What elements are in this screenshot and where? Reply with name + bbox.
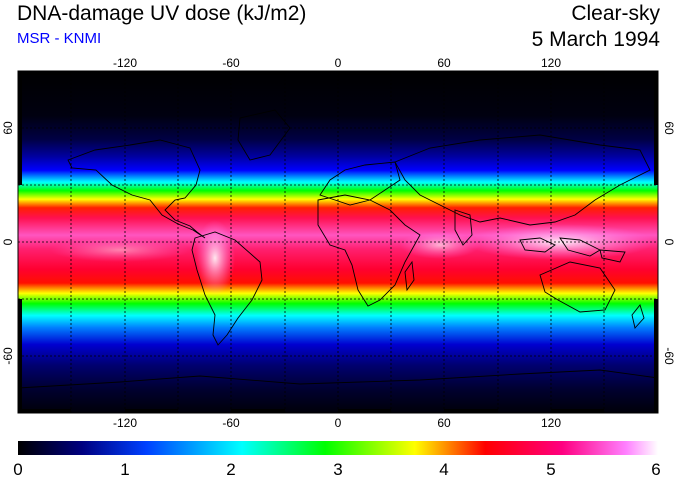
lon-tick-top-60: 60 xyxy=(437,56,451,70)
lat-tick-right-60: 60 xyxy=(662,121,676,135)
lon-tick-bottom-minus120: -120 xyxy=(113,416,137,430)
colorbar-label-4: 4 xyxy=(439,460,448,479)
lon-tick-top-0: 0 xyxy=(335,56,342,70)
colorbar xyxy=(18,441,658,455)
colorbar-label-2: 2 xyxy=(226,460,235,479)
coastlines xyxy=(18,109,658,389)
lon-tick-bottom-minus60: -60 xyxy=(222,416,240,430)
colorbar-label-3: 3 xyxy=(333,460,342,479)
lon-tick-bottom-60: 60 xyxy=(437,416,451,430)
date-label: 5 March 1994 xyxy=(531,28,660,51)
map-frame xyxy=(17,70,659,414)
lon-tick-bottom-0: 0 xyxy=(335,416,342,430)
source-label: MSR - KNMI xyxy=(17,30,102,47)
lon-tick-top-minus60: -60 xyxy=(222,56,240,70)
map-title: DNA-damage UV dose (kJ/m2) xyxy=(17,2,307,25)
lat-tick-right-minus60: -60 xyxy=(662,347,676,365)
sky-condition: Clear-sky xyxy=(571,2,660,25)
colorbar-label-6: 6 xyxy=(651,460,660,479)
colorbar-label-0: 0 xyxy=(13,460,22,479)
colorbar-label-5: 5 xyxy=(546,460,555,479)
lon-tick-bottom-120: 120 xyxy=(541,416,561,430)
lon-tick-top-120: 120 xyxy=(541,56,561,70)
lat-tick-left-0: 0 xyxy=(1,238,15,245)
lat-tick-left-60: 60 xyxy=(1,121,15,135)
colorbar-label-1: 1 xyxy=(120,460,129,479)
lon-tick-top-minus120: -120 xyxy=(113,56,137,70)
graticule xyxy=(18,71,658,413)
lat-tick-right-0: 0 xyxy=(662,239,676,246)
lat-tick-left-minus60: -60 xyxy=(1,347,15,365)
